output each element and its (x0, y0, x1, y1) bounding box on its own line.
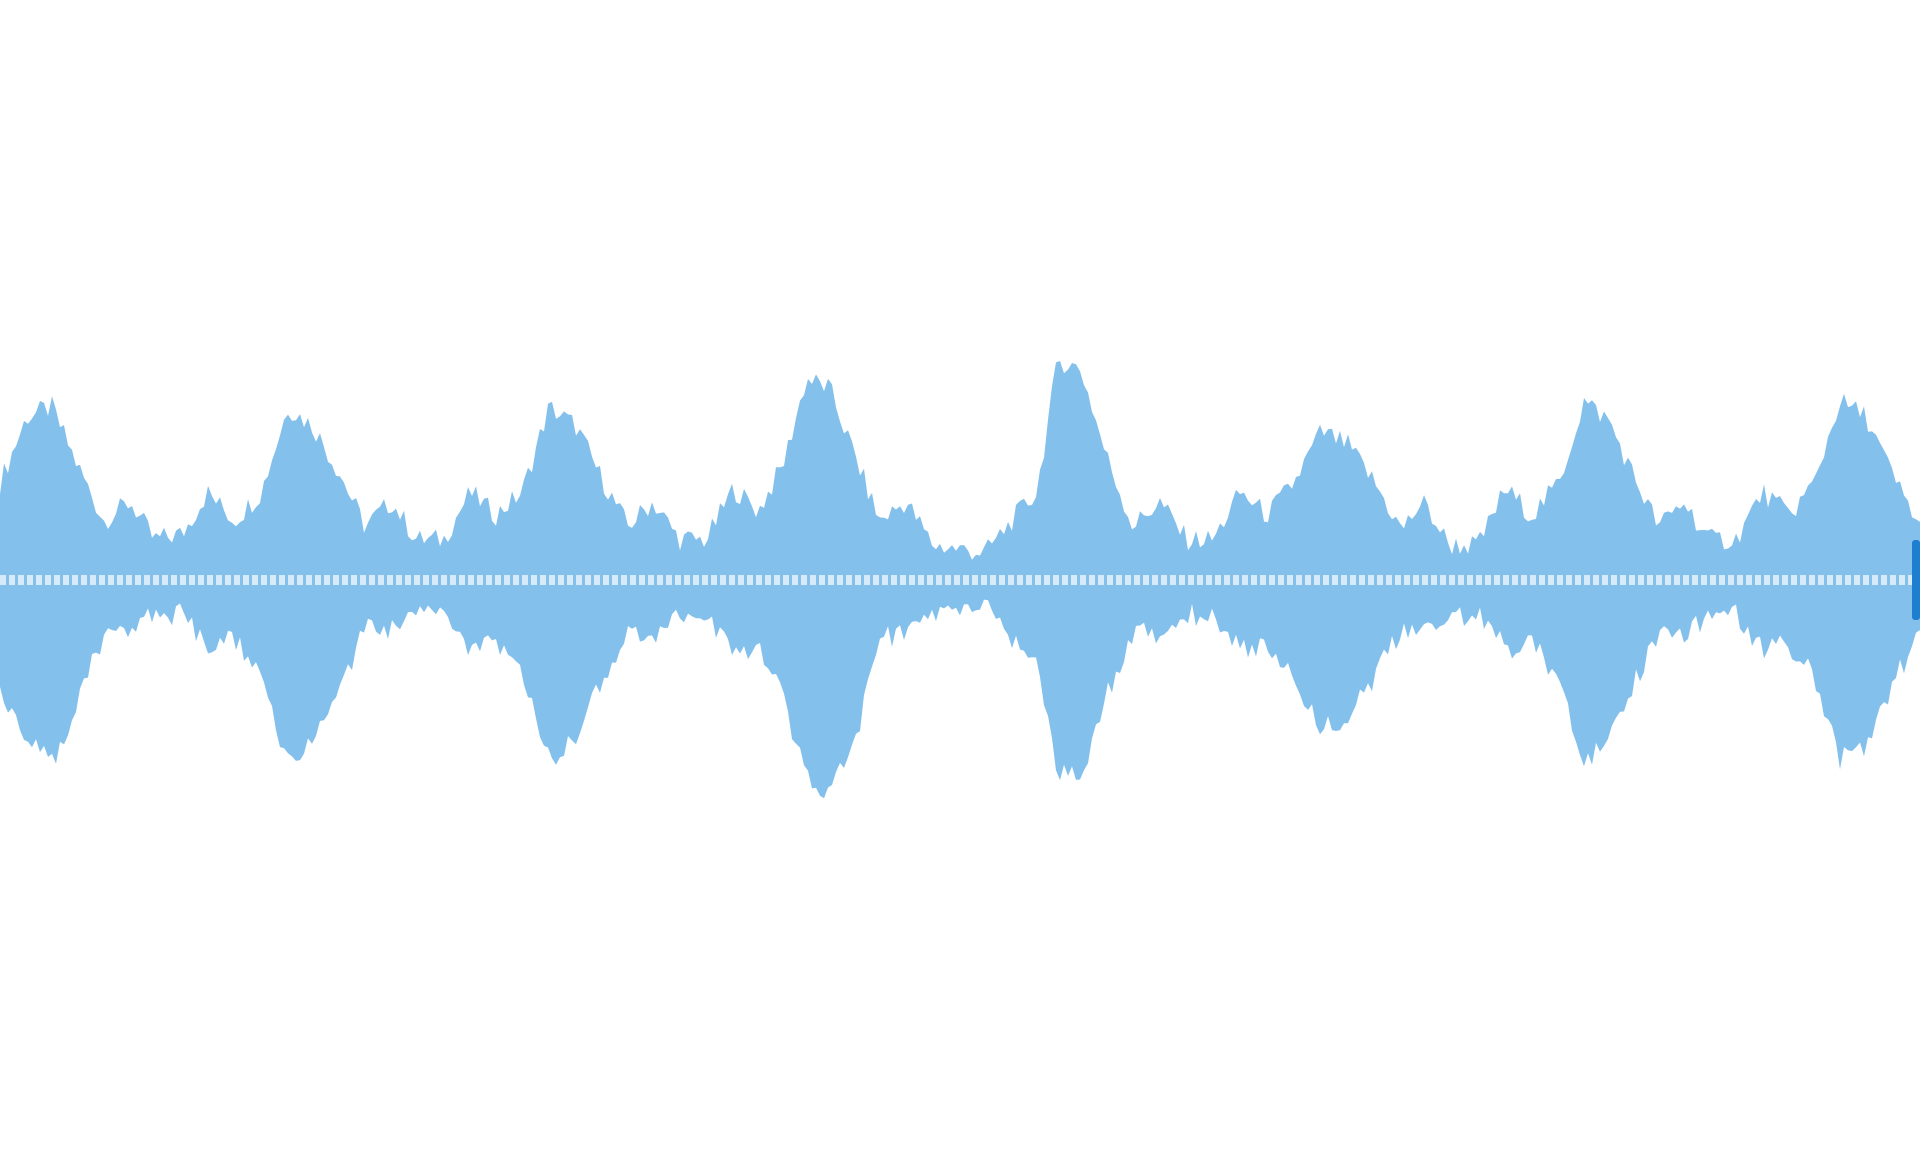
playhead-marker[interactable] (1912, 540, 1920, 620)
